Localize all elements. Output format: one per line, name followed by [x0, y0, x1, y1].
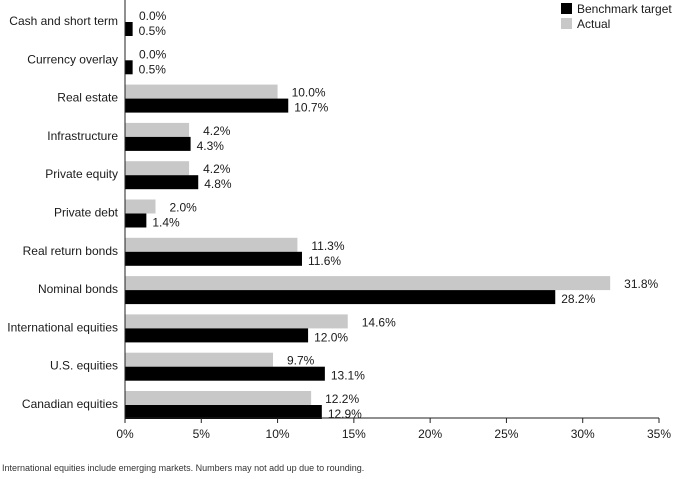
value-label-benchmark-cash-and-short-term: 0.5%: [139, 24, 167, 38]
value-label-benchmark-currency-overlay: 0.5%: [139, 62, 167, 76]
category-label-currency-overlay: Currency overlay: [27, 52, 118, 66]
value-label-actual-currency-overlay: 0.0%: [139, 47, 167, 61]
category-label-real-return-bonds: Real return bonds: [23, 244, 118, 258]
value-label-benchmark-international-equities: 12.0%: [314, 330, 348, 344]
allocation-bar-chart: Cash and short term 0.0%0.5%Currency over…: [7, 0, 672, 441]
footnote: International equities include emerging …: [2, 463, 365, 473]
category-label-nominal-bonds: Nominal bonds: [38, 282, 118, 296]
category-label-international-equities: International equities: [7, 320, 118, 334]
value-label-actual-private-debt: 2.0%: [170, 201, 198, 215]
category-label-u-s-equities: U.S. equities: [50, 359, 118, 373]
bar-actual-canadian-equities: [125, 391, 312, 405]
bar-actual-international-equities: [125, 314, 348, 329]
value-label-benchmark-canadian-equities: 12.9%: [328, 407, 362, 421]
bar-benchmark-canadian-equities: [125, 405, 322, 419]
bar-benchmark-currency-overlay: [125, 60, 133, 75]
bar-benchmark-real-estate: [125, 98, 289, 113]
bars-layer: [125, 22, 611, 419]
bar-actual-private-equity: [125, 161, 190, 176]
value-label-benchmark-private-equity: 4.8%: [204, 177, 232, 191]
value-label-actual-cash-and-short-term: 0.0%: [139, 9, 167, 23]
bar-actual-nominal-bonds: [125, 276, 611, 291]
legend-swatch: [561, 18, 572, 29]
x-tick-label: 20%: [418, 427, 442, 441]
value-label-benchmark-infrastructure: 4.3%: [197, 139, 225, 153]
legend-label: Benchmark target: [577, 2, 672, 16]
x-tick-label: 25%: [494, 427, 518, 441]
bar-actual-infrastructure: [125, 122, 190, 137]
category-label-private-equity: Private equity: [45, 167, 118, 181]
bar-actual-real-estate: [125, 84, 278, 99]
value-label-benchmark-private-debt: 1.4%: [152, 216, 180, 230]
value-label-actual-real-estate: 10.0%: [292, 86, 326, 100]
bar-actual-private-debt: [125, 199, 156, 214]
category-label-private-debt: Private debt: [54, 206, 119, 220]
bar-actual-real-return-bonds: [125, 237, 298, 252]
bar-benchmark-private-debt: [125, 213, 147, 228]
category-label-cash-and-short-term: Cash and short term: [9, 14, 118, 28]
bar-benchmark-infrastructure: [125, 136, 191, 151]
value-label-actual-infrastructure: 4.2%: [203, 124, 231, 138]
value-label-actual-real-return-bonds: 11.3%: [311, 239, 344, 253]
bar-benchmark-nominal-bonds: [125, 290, 556, 305]
x-axis: 0% 5% 10% 15% 20% 25% 30% 35%: [116, 0, 671, 441]
bar-benchmark-international-equities: [125, 328, 309, 343]
bar-actual-u-s-equities: [125, 352, 273, 367]
labels-layer: Cash and short term 0.0%0.5%Currency over…: [7, 9, 658, 421]
x-tick-label: 15%: [342, 427, 366, 441]
value-label-actual-canadian-equities: 12.2%: [325, 392, 359, 406]
x-tick-label: 10%: [266, 427, 290, 441]
value-label-benchmark-u-s-equities: 13.1%: [331, 369, 365, 383]
value-label-benchmark-real-estate: 10.7%: [294, 101, 328, 115]
legend-swatch: [561, 3, 572, 14]
bar-benchmark-private-equity: [125, 175, 199, 190]
value-label-actual-private-equity: 4.2%: [203, 162, 231, 176]
category-label-real-estate: Real estate: [57, 91, 118, 105]
x-tick-label: 0%: [116, 427, 134, 441]
value-label-benchmark-nominal-bonds: 28.2%: [561, 292, 595, 306]
x-tick-label: 5%: [193, 427, 211, 441]
bar-benchmark-real-return-bonds: [125, 251, 302, 266]
bar-benchmark-cash-and-short-term: [125, 22, 133, 36]
value-label-actual-u-s-equities: 9.7%: [287, 354, 315, 368]
legend-label: Actual: [577, 17, 610, 31]
x-tick-label: 35%: [647, 427, 671, 441]
bar-benchmark-u-s-equities: [125, 366, 325, 381]
value-label-actual-nominal-bonds: 31.8%: [624, 277, 658, 291]
value-label-actual-international-equities: 14.6%: [362, 315, 396, 329]
x-tick-label: 30%: [571, 427, 595, 441]
category-label-infrastructure: Infrastructure: [47, 129, 118, 143]
category-label-canadian-equities: Canadian equities: [22, 397, 118, 411]
value-label-benchmark-real-return-bonds: 11.6%: [308, 254, 341, 268]
